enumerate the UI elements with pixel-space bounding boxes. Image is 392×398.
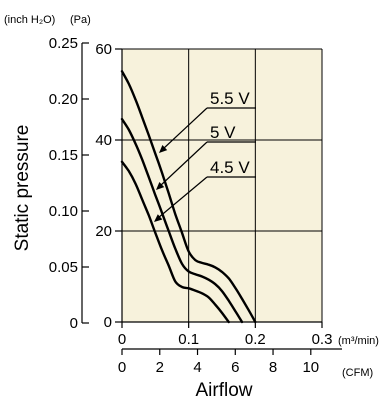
axes xyxy=(81,42,342,355)
y-unit-secondary: (inch H₂O) xyxy=(4,14,55,26)
x-tick-label: 0.2 xyxy=(245,331,266,348)
curve-5-5-V xyxy=(120,70,257,324)
y2-tick-label: 0.10 xyxy=(49,203,78,220)
x-tick-label: 0 xyxy=(118,331,126,348)
x2-tick-label: 0 xyxy=(118,359,126,376)
y-tick-label: 40 xyxy=(95,132,112,149)
curve-4-5-V xyxy=(120,160,230,324)
y-axis-title: Static pressure xyxy=(12,125,33,252)
arrowhead xyxy=(156,182,165,190)
label-leader-line xyxy=(162,107,208,150)
x-tick-label: 0.1 xyxy=(178,331,199,348)
plot-area xyxy=(122,49,322,322)
x2-tick-label: 6 xyxy=(231,359,239,376)
y2-tick-label: 0.05 xyxy=(49,259,78,276)
label-leader-line xyxy=(157,176,208,219)
arrowhead xyxy=(159,145,168,153)
x-unit-secondary: (CFM) xyxy=(342,367,373,379)
y2-tick-label: 0.25 xyxy=(49,35,78,52)
x2-tick-label: 2 xyxy=(156,359,164,376)
x2-tick-label: 4 xyxy=(193,359,201,376)
label-leader-line xyxy=(159,141,208,187)
x2-tick-label: 8 xyxy=(269,359,277,376)
x-unit-primary: (m³/min) xyxy=(338,335,379,347)
y2-tick-label: 0 xyxy=(70,315,78,332)
chart-texts: (inch H₂O) (Pa) (m³/min) (CFM) Airflow S… xyxy=(4,14,379,398)
x-tick-label: 0.3 xyxy=(312,331,333,348)
curves xyxy=(120,70,257,324)
y2-tick-label: 0.20 xyxy=(49,91,78,108)
curve-5-V xyxy=(120,117,244,324)
y-tick-label: 0 xyxy=(104,314,112,331)
y-tick-label: 20 xyxy=(95,223,112,240)
voltage-label: 5 V xyxy=(210,123,236,142)
arrowhead xyxy=(154,214,163,222)
x2-tick-label: 10 xyxy=(302,359,319,376)
voltage-label: 5.5 V xyxy=(210,89,250,108)
y-tick-label: 60 xyxy=(95,41,112,58)
x-axis-title: Airflow xyxy=(195,380,252,398)
y2-tick-label: 0.15 xyxy=(49,147,78,164)
voltage-label: 4.5 V xyxy=(210,158,250,177)
label-leaders xyxy=(154,107,256,222)
y-unit-primary: (Pa) xyxy=(70,14,91,26)
